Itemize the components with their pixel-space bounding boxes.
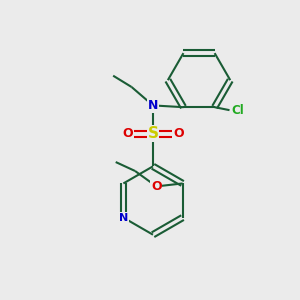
Text: N: N <box>119 213 128 223</box>
Text: N: N <box>148 99 158 112</box>
Text: S: S <box>148 126 158 141</box>
Text: O: O <box>122 127 133 140</box>
Text: O: O <box>151 180 162 193</box>
Text: Cl: Cl <box>232 104 244 117</box>
Text: O: O <box>173 127 184 140</box>
